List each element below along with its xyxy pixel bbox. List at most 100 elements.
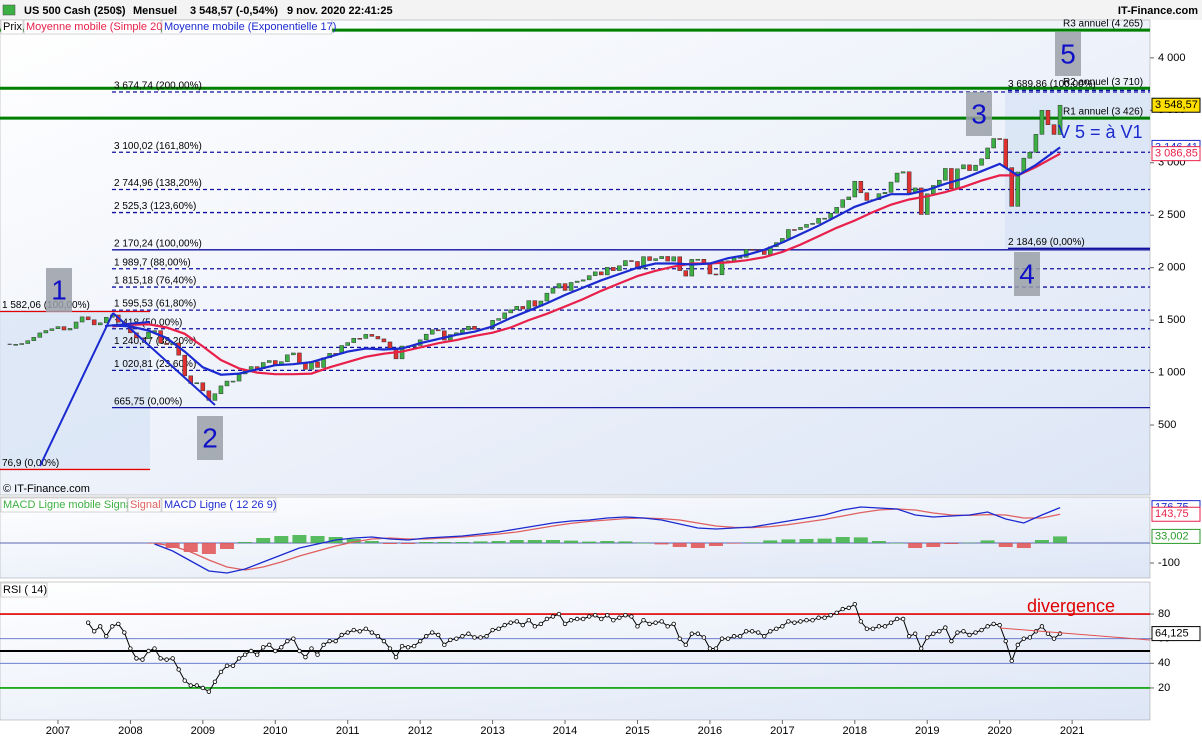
rsi-point (562, 621, 568, 627)
rsi-point (731, 634, 737, 639)
candle (810, 223, 815, 225)
candle (236, 373, 242, 382)
rsi-point (888, 620, 894, 625)
rsi-point (273, 648, 278, 654)
histogram-bar (1053, 536, 1068, 543)
wave-label: 2 (202, 422, 218, 453)
header-title: US 500 Cash (250$) (24, 5, 126, 17)
candle (592, 271, 598, 276)
rsi-point (1039, 624, 1045, 629)
candle (949, 168, 954, 190)
rsi-point (393, 654, 399, 660)
candle (200, 382, 206, 392)
histogram-bar (364, 541, 379, 543)
histogram-bar (582, 541, 597, 543)
legend-box (0, 19, 24, 35)
x-tick-label: 2009 (191, 725, 215, 737)
histogram-bar (727, 543, 742, 544)
legend-box (127, 497, 162, 513)
candle (164, 342, 169, 345)
candle (266, 360, 272, 363)
rsi-point (659, 619, 664, 624)
candle (502, 312, 507, 319)
rsi-point (864, 626, 870, 632)
rsi-point (1003, 638, 1008, 644)
rsi-point (218, 669, 224, 675)
x-tick-label: 2015 (625, 725, 649, 737)
candle (1003, 138, 1008, 168)
candle (230, 380, 236, 383)
rsi-point (242, 652, 248, 657)
histogram-bar (274, 536, 289, 543)
candle (37, 332, 43, 338)
candle (526, 300, 532, 310)
candle (297, 352, 302, 364)
rsi-point (937, 629, 942, 634)
rsi-point (134, 656, 139, 661)
level-label: 76,9 (0,00%) (2, 458, 59, 469)
histogram-bar (346, 539, 361, 543)
rsi-point (170, 656, 175, 661)
candle (924, 193, 930, 215)
rsi-point (315, 652, 320, 657)
candle (43, 330, 49, 334)
candle (719, 261, 725, 276)
rsi-point (749, 629, 755, 634)
rsi-point (1015, 642, 1020, 648)
histogram-bar (781, 539, 796, 543)
series-line (112, 152, 1061, 376)
candle (508, 309, 513, 314)
candle (580, 279, 586, 282)
rsi-point (532, 624, 538, 629)
histogram-bar (672, 543, 687, 547)
rsi-title: RSI ( 14) (3, 584, 47, 596)
candle (285, 354, 290, 362)
legend-price: Prix (3, 21, 22, 33)
histogram-bar (708, 543, 723, 546)
histogram-bar (817, 538, 832, 543)
candle (888, 181, 894, 193)
candle (490, 320, 495, 329)
rsi-point (931, 631, 936, 636)
rsi-point (568, 617, 574, 623)
rsi-point (236, 656, 242, 661)
candle (961, 164, 966, 170)
legend-hist: MACD Ligne mobile Signal (3, 499, 134, 511)
rsi-point (955, 630, 960, 635)
candle (641, 256, 646, 269)
rsi-point (822, 615, 827, 620)
rsi-point (484, 634, 489, 639)
candle (345, 342, 350, 346)
candle (520, 306, 526, 310)
rsi-point (876, 624, 882, 629)
x-tick-label: 2018 (843, 725, 867, 737)
wave-line (112, 312, 216, 406)
header-quote: 3 548,57 (-0,54%) (190, 5, 278, 17)
rsi-point (798, 619, 803, 624)
rsi-point (780, 624, 785, 629)
rsi-point (442, 642, 447, 648)
rsi-point (381, 638, 387, 644)
candle (605, 267, 610, 276)
candle (550, 287, 556, 294)
rsi-point (502, 622, 507, 628)
divergence-label: divergence (1027, 596, 1115, 616)
rsi-point (894, 616, 900, 622)
rsi-point (466, 631, 471, 636)
x-tick-label: 2012 (408, 725, 432, 737)
rsi-point (122, 630, 127, 635)
y-tick-label: 20 (1158, 682, 1170, 694)
candle (562, 283, 568, 291)
histogram-bar (183, 543, 198, 552)
rsi-point (786, 619, 791, 624)
rsi-point (188, 683, 193, 688)
rsi-point (496, 626, 501, 632)
rsi-point (417, 638, 423, 644)
candle (967, 164, 972, 171)
candle (786, 229, 791, 239)
rsi-point (1009, 658, 1014, 664)
rsi-point (653, 620, 658, 625)
histogram-bar (962, 542, 977, 544)
rsi-point (345, 630, 350, 635)
level-label: 2 170,24 (100,00%) (114, 238, 202, 249)
